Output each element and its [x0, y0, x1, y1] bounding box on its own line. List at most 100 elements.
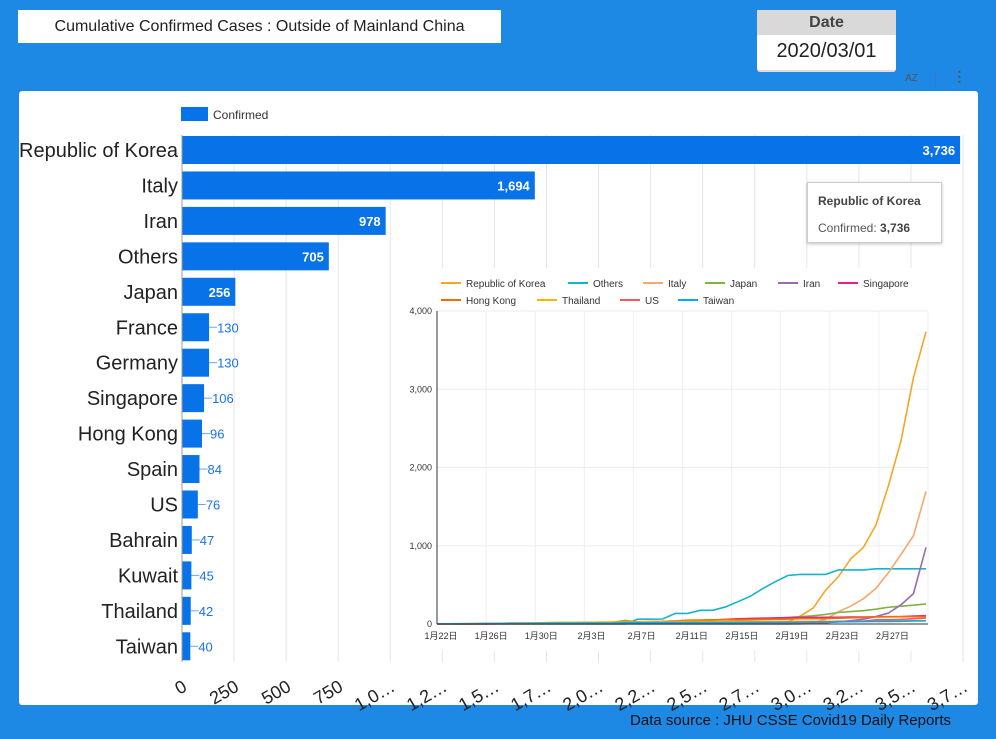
tooltip-value: 3,736 [880, 221, 911, 235]
tooltip: Republic of Korea Confirmed: 3,736 [807, 182, 942, 243]
bar-value-label: 3,736 [923, 143, 956, 158]
line-x-tick-label: 2月19日 [776, 631, 809, 641]
line-y-tick-label: 1,000 [409, 541, 432, 551]
bar-value-label: 705 [302, 249, 324, 264]
bar-x-tick-label: 3,7… [924, 676, 971, 715]
legend-swatch [181, 107, 208, 121]
bar-category-label: Thailand [101, 601, 178, 623]
divider [934, 71, 936, 86]
date-filter-value[interactable]: 2020/03/01 [776, 40, 877, 62]
chart-toolbar: AZ ⋮ [905, 68, 967, 86]
line-y-tick-label: 4,000 [409, 306, 432, 316]
line-y-tick-label: 3,000 [409, 384, 432, 394]
line-x-tick-label: 1月22日 [424, 631, 457, 641]
bar-category-label: Germany [96, 353, 178, 375]
bar-x-tick-label: 3,2… [820, 676, 867, 715]
bar-x-tick-label: 500 [258, 676, 294, 708]
bar-x-tick-label: 1,7… [507, 676, 554, 715]
bar-category-label: Japan [124, 282, 179, 304]
line-legend-label: Republic of Korea [466, 279, 546, 290]
line-x-tick-label: 2月27日 [876, 631, 909, 641]
line-x-tick-label: 2月3日 [577, 631, 605, 641]
bar [182, 561, 192, 590]
legend-label: Confirmed [213, 108, 268, 122]
line-legend-label: Italy [668, 279, 686, 290]
line-x-tick-label: 2月11日 [676, 631, 708, 641]
bar-value-label: 40 [198, 639, 212, 654]
data-source: Data source : JHU CSSE Covid19 Daily Rep… [630, 712, 951, 729]
line-legend-label: Japan [730, 279, 757, 290]
tooltip-body: Confirmed: 3,736 [818, 221, 931, 235]
bar-category-label: Bahrain [109, 530, 178, 552]
line-chart-background [392, 268, 960, 651]
bar-category-label: Italy [141, 175, 178, 197]
bar [182, 525, 192, 554]
line-x-tick-label: 1月26日 [475, 631, 508, 641]
bar [182, 277, 236, 306]
line-legend-label: Taiwan [703, 296, 734, 307]
bar-x-tick-label: 2,2… [611, 676, 658, 715]
bar-value-label: 130 [217, 320, 239, 335]
bar [182, 419, 202, 448]
line-y-tick-label: 2,000 [409, 463, 432, 473]
bar-category-label: Singapore [87, 388, 178, 410]
bar-x-tick-label: 3,0… [768, 676, 815, 715]
tooltip-label: Confirmed: [818, 221, 881, 235]
bar-value-label: 84 [207, 462, 221, 477]
bar-value-label: 130 [217, 356, 239, 371]
bar-x-tick-label: 250 [206, 676, 242, 708]
line-y-tick-label: 0 [427, 619, 432, 629]
bar-x-tick-label: 1,2… [403, 676, 450, 715]
bar-x-tick-label: 2,5… [663, 676, 710, 715]
line-x-tick-label: 2月7日 [628, 631, 656, 641]
date-filter-header: Date [757, 10, 896, 35]
line-x-tick-label: 2月23日 [826, 631, 859, 641]
bar [182, 206, 386, 235]
bar [182, 136, 961, 164]
bar-x-tick-label: 1,5… [455, 676, 502, 715]
bar-value-label: 76 [206, 498, 220, 513]
bar-category-label: Taiwan [116, 636, 178, 658]
bar-x-tick-label: 2,7… [715, 676, 762, 715]
date-filter[interactable]: Date 2020/03/01 [757, 10, 896, 72]
bar-x-tick-label: 0 [171, 676, 190, 698]
line-legend-label: Hong Kong [466, 296, 516, 307]
line-legend-label: Iran [803, 279, 820, 290]
bar [182, 313, 210, 342]
bar-category-label: Iran [144, 211, 178, 233]
line-series [437, 620, 927, 625]
bar [182, 632, 191, 661]
bar-category-label: Others [118, 246, 178, 268]
line-legend-label: Thailand [562, 296, 600, 307]
tooltip-title: Republic of Korea [818, 194, 921, 208]
bar-x-tick-label: 3,5… [872, 676, 919, 715]
report-title: Cumulative Confirmed Cases : Outside of … [18, 10, 501, 43]
bar-value-label: 42 [199, 604, 213, 619]
more-vert-icon[interactable]: ⋮ [952, 68, 967, 84]
bar-category-label: US [150, 495, 178, 517]
bar-value-label: 256 [209, 285, 231, 300]
line-legend-label: Others [593, 279, 623, 290]
bar [182, 455, 200, 484]
line-legend-label: Singapore [863, 279, 909, 290]
bar [182, 171, 535, 200]
bar-value-label: 106 [212, 391, 234, 406]
bar-value-label: 96 [210, 427, 224, 442]
bar-value-label: 1,694 [497, 178, 530, 193]
bar-x-tick-label: 2,0… [559, 676, 606, 715]
line-legend-label: US [645, 296, 659, 307]
bar [182, 242, 329, 271]
bar-value-label: 45 [199, 568, 213, 583]
bar [182, 490, 198, 519]
bar [182, 384, 205, 413]
bar-category-label: Kuwait [118, 565, 178, 587]
bar-category-label: Republic of Korea [19, 140, 179, 162]
bar-category-label: Spain [127, 459, 178, 481]
bar-category-label: Hong Kong [78, 424, 178, 446]
line-x-tick-label: 2月15日 [725, 631, 758, 641]
sort-icon[interactable]: AZ [905, 73, 918, 84]
bar [182, 596, 191, 625]
bar [182, 348, 210, 377]
bar-x-tick-label: 750 [310, 676, 346, 708]
